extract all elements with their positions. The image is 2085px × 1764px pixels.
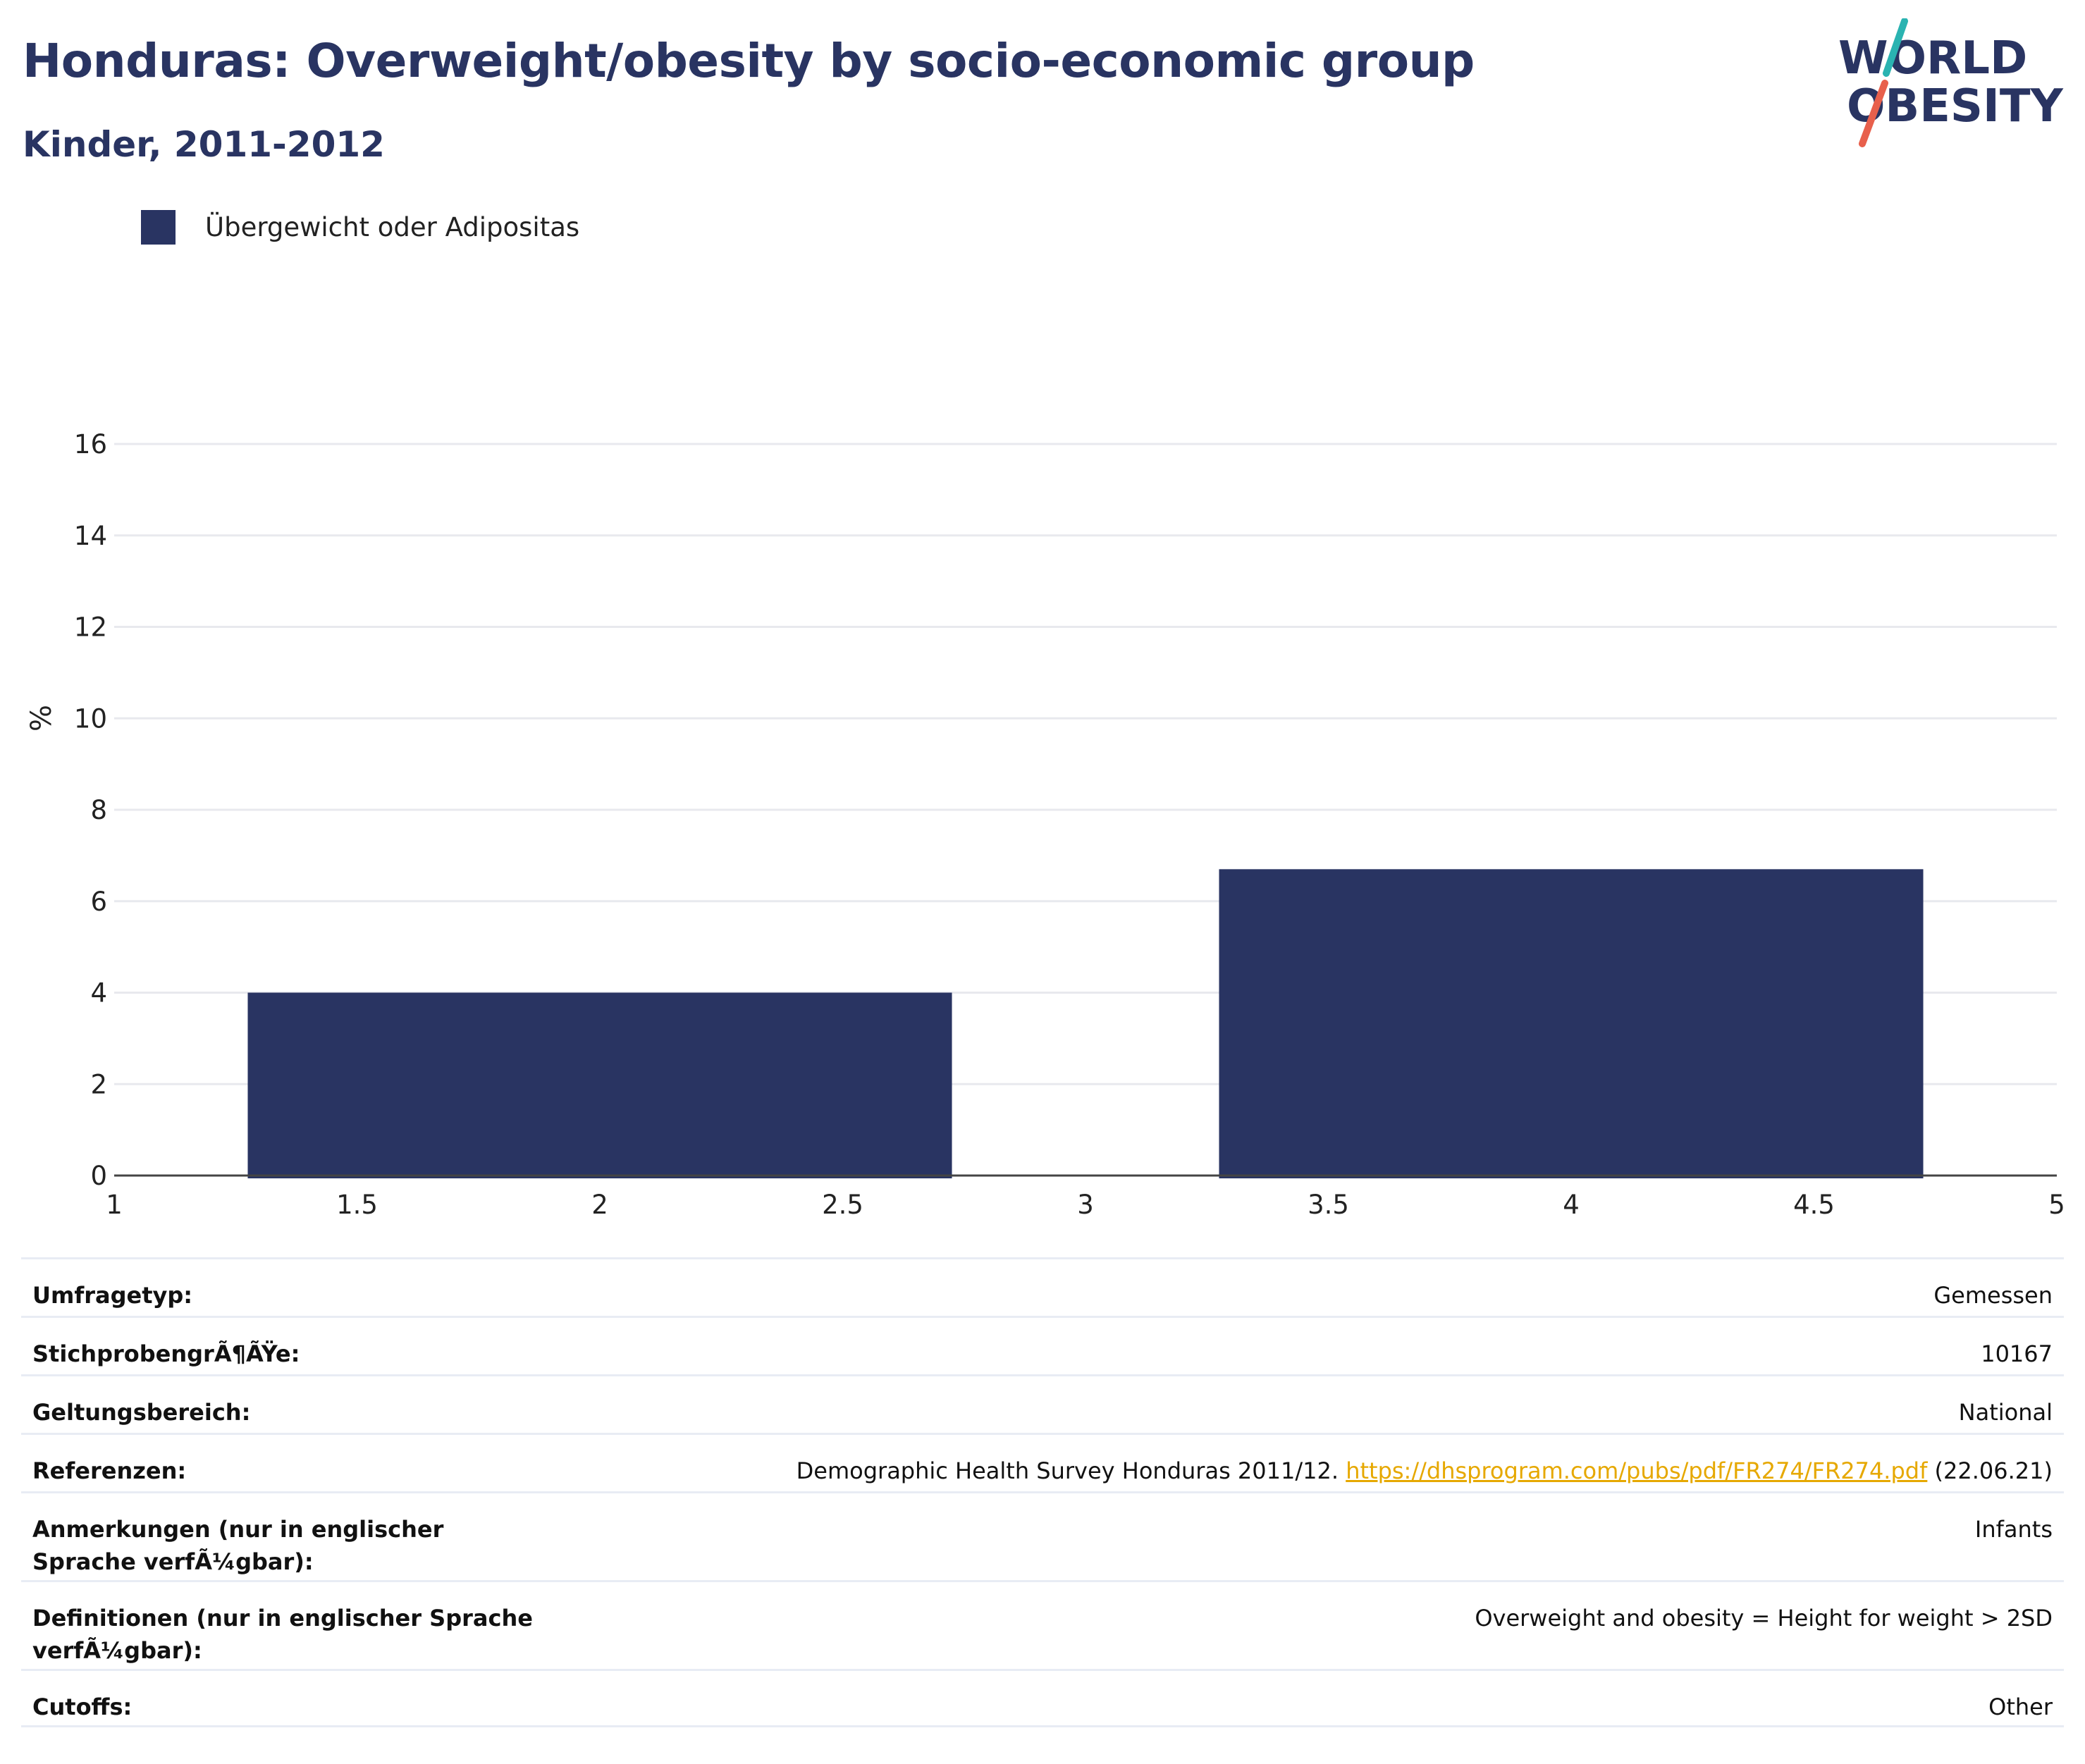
y-tick-label: 8: [90, 795, 107, 825]
legend: Übergewicht oder Adipositas: [141, 209, 579, 245]
logo-word-world: WORLD: [1838, 32, 2027, 85]
info-value: Other: [1988, 1694, 2053, 1720]
x-tick-label: 5: [2048, 1190, 2065, 1220]
info-row-references: Referenzen: Demographic Health Survey Ho…: [21, 1433, 2064, 1491]
info-label: Geltungsbereich:: [32, 1399, 251, 1426]
y-tick-label: 14: [74, 521, 107, 551]
info-row-sample-size: StichprobengrÃ¶ÃŸe: 10167: [21, 1316, 2064, 1374]
info-row-survey-type: Umfragetyp: Gemessen: [21, 1257, 2064, 1316]
legend-swatch: [141, 209, 176, 245]
info-value: Overweight and obesity = Height for weig…: [1475, 1605, 2053, 1632]
info-value: Gemessen: [1933, 1282, 2053, 1309]
x-tick-label: 1: [106, 1190, 123, 1220]
y-tick-label: 6: [90, 887, 107, 917]
bar-chart: 0 2 4 6 8 10 12 14 16 1 1.5 2 2.5 3 3.5 4 4.5 5%: [25, 429, 2065, 1220]
info-table: Umfragetyp: Gemessen StichprobengrÃ¶ÃŸe:…: [21, 1257, 2064, 1727]
info-row-definitions: Definitionen (nur in englischer Sprache …: [21, 1580, 2064, 1669]
info-label: StichprobengrÃ¶ÃŸe:: [32, 1340, 300, 1367]
x-tick-label: 3.5: [1308, 1190, 1349, 1220]
info-value: National: [1958, 1399, 2053, 1426]
info-row-cutoffs: Cutoffs: Other: [21, 1669, 2064, 1727]
info-label: Umfragetyp:: [32, 1282, 193, 1309]
info-label: Anmerkungen (nur in englischer Sprache v…: [32, 1516, 444, 1575]
chart-subtitle: Kinder, 2011-2012: [23, 124, 385, 165]
info-value: Infants: [1974, 1516, 2053, 1543]
info-row-scope: Geltungsbereich: National: [21, 1374, 2064, 1433]
reference-date: (22.06.21): [1934, 1457, 2053, 1484]
y-tick-label: 2: [90, 1069, 107, 1099]
x-tick-label: 2: [591, 1190, 608, 1220]
legend-label: Übergewicht oder Adipositas: [205, 211, 580, 242]
chart-title: Honduras: Overweight/obesity by socio-ec…: [23, 34, 1475, 88]
y-tick-label: 12: [74, 612, 107, 643]
y-tick-label: 16: [74, 429, 107, 459]
x-tick-label: 3: [1077, 1190, 1094, 1220]
world-obesity-logo: WORLD OBESITY: [1838, 18, 2063, 147]
x-tick-label: 1.5: [336, 1190, 378, 1220]
reference-text: Demographic Health Survey Honduras 2011/…: [796, 1457, 1339, 1484]
logo-slash-teal: [1883, 18, 1908, 77]
y-axis-title: %: [25, 705, 58, 732]
info-value: 10167: [1981, 1340, 2053, 1367]
x-tick-label: 4.5: [1793, 1190, 1835, 1220]
bar: [1219, 869, 1924, 1178]
info-label: Definitionen (nur in englischer Sprache …: [32, 1605, 533, 1664]
reference-link[interactable]: https://dhsprogram.com/pubs/pdf/FR274/FR…: [1346, 1457, 1928, 1484]
x-tick-label: 2.5: [822, 1190, 863, 1220]
info-value: Demographic Health Survey Honduras 2011/…: [797, 1455, 2053, 1487]
y-tick-label: 0: [90, 1161, 107, 1191]
bar: [247, 992, 952, 1178]
x-tick-label: 4: [1563, 1190, 1580, 1220]
logo-slash-coral: [1859, 80, 1888, 147]
y-tick-label: 4: [90, 978, 107, 1009]
y-tick-label: 10: [74, 703, 107, 734]
info-row-notes: Anmerkungen (nur in englischer Sprache v…: [21, 1491, 2064, 1580]
info-label: Cutoffs:: [32, 1694, 133, 1720]
info-label: Referenzen:: [32, 1457, 187, 1484]
